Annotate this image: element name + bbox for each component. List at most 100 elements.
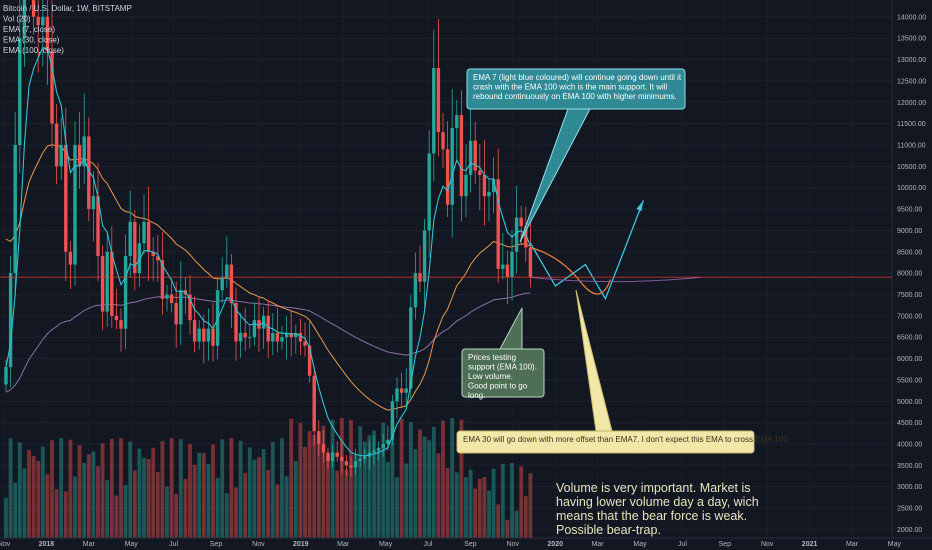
candle-body (211, 328, 215, 346)
volume-bar (307, 431, 312, 538)
volume-bar (220, 439, 225, 538)
ema30-line (5, 144, 531, 411)
price-tick-label: 10500.00 (897, 164, 926, 171)
candle-body (321, 444, 326, 453)
time-tick-label: Jul (678, 541, 687, 548)
candle-body (229, 264, 234, 304)
candle-body (68, 251, 73, 265)
support-note-box (461, 348, 545, 398)
candle-body (96, 196, 100, 257)
volume-bar (312, 434, 317, 538)
ema7-note-text: EMA 7 (light blue coloured) will continu… (473, 73, 682, 82)
candle-body (238, 332, 243, 342)
volume-bar (151, 447, 156, 538)
volume-bar (431, 426, 436, 538)
volume-bar (192, 464, 197, 538)
candle-body (519, 217, 523, 227)
candle-body (524, 226, 528, 248)
volume-bar (395, 477, 399, 538)
candle-body (326, 452, 330, 462)
volume-bar (165, 486, 169, 538)
ema7-projection-arrowhead (636, 200, 644, 212)
candle-body (505, 264, 510, 278)
volume-bar (160, 441, 165, 538)
time-tick-label: Mar (337, 541, 350, 548)
candle-body (330, 452, 335, 462)
candle-body (105, 251, 109, 312)
candle-body (459, 115, 464, 197)
time-tick-label: 2019 (293, 541, 309, 548)
volume-bar (142, 457, 146, 538)
price-tick-label: 14000.00 (897, 14, 926, 21)
candle-body (8, 273, 13, 368)
volume-bar (385, 461, 390, 538)
volume-bar (201, 453, 206, 538)
support-note-text: Prices testing (468, 353, 516, 362)
candle-body (409, 307, 413, 389)
ema7-note-box (466, 68, 686, 110)
support-note-text: Low volume. (468, 372, 513, 381)
volume-bar (22, 468, 27, 538)
volume-bar (96, 466, 100, 538)
volume-bar (353, 454, 358, 538)
price-tick-label: 3500.00 (897, 463, 922, 470)
candle-body (114, 315, 119, 321)
volume-bar (82, 462, 87, 538)
volume-bar (496, 504, 501, 538)
volume-bar (519, 466, 524, 538)
volume-bar (27, 450, 31, 538)
candle-body (294, 332, 298, 338)
candle-body (514, 217, 519, 252)
candle-body (422, 230, 427, 282)
candle-body (137, 243, 142, 274)
candle-body (501, 264, 505, 269)
candle-body (110, 251, 114, 316)
candle-body (303, 341, 307, 346)
candle-body (280, 337, 284, 342)
volume-bar (137, 448, 142, 538)
volume-bar (206, 464, 211, 538)
candle-body (225, 264, 229, 278)
price-tick-label: 9500.00 (897, 207, 922, 214)
candle-body (133, 221, 137, 274)
volume-bar (339, 418, 344, 538)
volume-bar (344, 469, 349, 538)
volume-bar (146, 459, 151, 538)
volume-bar (450, 418, 455, 538)
volume-bar (473, 488, 478, 538)
candle-body (317, 431, 321, 445)
candle-body (54, 123, 59, 167)
volume-bar (178, 439, 183, 538)
time-tick-label: Nov (252, 541, 265, 548)
candle-body (22, 0, 27, 39)
price-tick-label: 2000.00 (897, 527, 922, 534)
volume-bar (247, 447, 252, 538)
candle-body (307, 345, 312, 376)
volume-bar (436, 453, 441, 538)
candle-body (298, 332, 303, 342)
candle-body (455, 115, 459, 128)
candle-body (386, 439, 390, 445)
chart-title: Bitcoin / U.S. Dollar, 1W, BITSTAMP (3, 4, 132, 13)
price-tick-label: 8500.00 (897, 249, 922, 256)
candle-body (151, 251, 155, 257)
candle-body (82, 136, 86, 167)
price-tick-label: 5500.00 (897, 377, 922, 384)
candle-body (64, 144, 68, 252)
volume-bar (280, 438, 284, 538)
volume-bar (330, 419, 335, 538)
ema7-line (5, 46, 531, 457)
time-tick-label: May (888, 541, 902, 548)
candle-body (413, 273, 418, 308)
volume-bar (316, 442, 321, 538)
indicator-label: Vol (20) (3, 15, 31, 24)
candle-body (482, 174, 487, 197)
volume-bar (293, 461, 298, 538)
volume-note-text: Possible bear-trap. (556, 523, 661, 537)
price-tick-label: 6500.00 (897, 335, 922, 342)
volume-bar (528, 473, 533, 538)
candle-body (271, 332, 275, 342)
time-tick-label: Mar (83, 541, 96, 548)
candle-body (87, 136, 91, 210)
